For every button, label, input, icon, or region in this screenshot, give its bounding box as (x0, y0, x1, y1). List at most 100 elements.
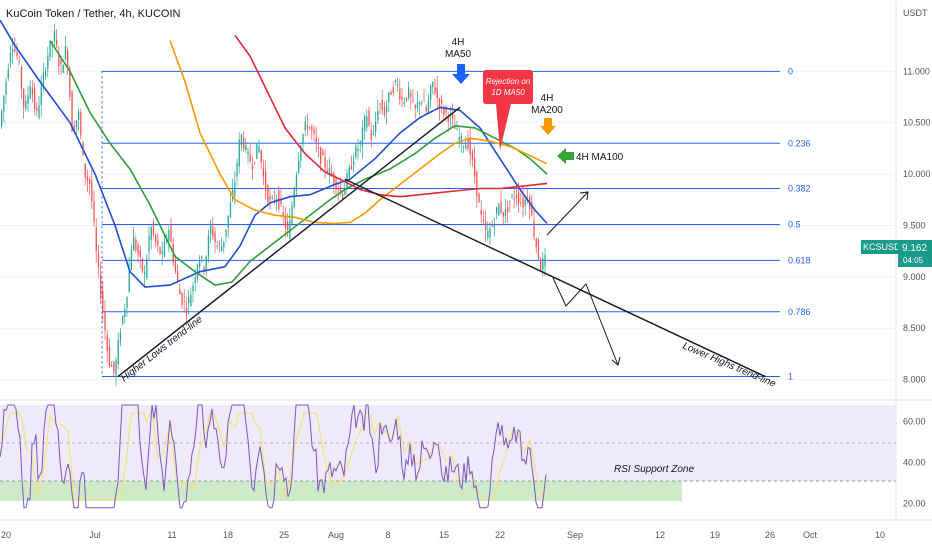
candle-body (36, 107, 38, 112)
candle-body (135, 239, 137, 251)
candle-body (289, 220, 291, 239)
candle-body (238, 139, 240, 167)
candle-body (122, 316, 124, 324)
time-tick-label: 22 (495, 530, 505, 540)
candle-body (306, 125, 309, 129)
rsi-support-label: RSI Support Zone (614, 464, 694, 475)
candle-body (111, 365, 113, 367)
candle-body (282, 212, 284, 216)
candle-body (436, 87, 438, 99)
candle-body (480, 209, 482, 215)
candle-body (313, 129, 315, 134)
candle-body (463, 146, 465, 148)
candle-body (124, 308, 126, 318)
fib-level-label: 1 (788, 372, 793, 382)
candle-body (322, 151, 324, 156)
candle-body (485, 221, 487, 231)
candle-body (183, 300, 185, 302)
candle-body (1, 110, 3, 127)
candle-body (478, 193, 480, 203)
candle-body (45, 71, 47, 76)
trendline (344, 178, 766, 378)
candle-body (181, 292, 183, 306)
ma-line-4h-ma200 (169, 40, 548, 225)
candle-body (392, 87, 394, 93)
candle-body (155, 235, 157, 243)
candle-body (126, 297, 128, 308)
candle-body (504, 208, 507, 216)
downside-projection-arrowhead (611, 356, 621, 366)
candle-body (518, 191, 520, 204)
candle-body (199, 261, 201, 267)
candle-body (80, 111, 82, 136)
candle-body (31, 88, 34, 95)
candle-body (108, 346, 111, 366)
candle-body (342, 193, 344, 199)
candle-body (271, 196, 273, 198)
time-tick-label: 20 (1, 530, 11, 540)
candle-body (408, 86, 410, 99)
candle-body (328, 168, 331, 174)
candle-body (346, 173, 348, 190)
candle-body (243, 137, 245, 150)
candle-body (93, 201, 95, 222)
projection-arrows (546, 191, 621, 366)
candle-body (443, 108, 445, 115)
time-tick-label: 10 (875, 530, 885, 540)
candle-body (489, 228, 491, 238)
time-tick-label: 8 (385, 530, 390, 540)
candle-body (137, 244, 139, 256)
candle-body (161, 250, 163, 254)
candle-body (91, 181, 93, 202)
rsi-tick-label: 20.00 (903, 499, 926, 509)
candle-body (502, 211, 504, 217)
candle-body (511, 195, 513, 197)
candle-body (309, 127, 311, 129)
candle-body (386, 106, 388, 113)
candle-body (350, 165, 353, 169)
candle-body (438, 98, 441, 110)
candle-body (18, 61, 20, 62)
candle-body (474, 157, 476, 177)
candle-body (540, 261, 542, 271)
time-axis[interactable]: 20 Jul 11 18 25 Aug 8 15 22 Sep 12 19 26 Oct 10 (0, 519, 932, 540)
candle-body (40, 85, 42, 105)
candle-body (397, 84, 399, 86)
candle-body (372, 133, 375, 135)
candle-body (531, 201, 533, 216)
candle-body (458, 136, 460, 141)
candle-body (419, 102, 421, 105)
candle-body (60, 59, 62, 65)
rejection-callout-pointer (496, 104, 511, 150)
candle-body (410, 92, 412, 98)
candle-body (139, 250, 141, 257)
candle-body (225, 229, 227, 237)
fib-level-label: 0.236 (788, 138, 811, 148)
candle-body (214, 232, 216, 243)
rsi-tick-label: 60.00 (903, 416, 926, 426)
candle-body (370, 130, 372, 140)
candle-body (177, 270, 179, 282)
candle-body (469, 137, 471, 155)
candle-body (333, 173, 335, 185)
candle-body (113, 361, 115, 373)
candle-body (141, 258, 144, 272)
candle-body (53, 30, 56, 42)
candle-body (71, 91, 73, 132)
candle-body (331, 172, 333, 176)
candle-body (128, 267, 130, 292)
symbol-tag: KCSUSDT (863, 242, 907, 252)
candle-body (359, 141, 361, 144)
candle-body (542, 258, 544, 271)
candle-body (20, 67, 23, 89)
trendlines[interactable] (117, 106, 766, 378)
candle-body (190, 294, 192, 307)
candle-body (456, 128, 458, 130)
rsi-support-zone (0, 481, 682, 501)
candle-body (25, 100, 27, 109)
fibonacci-retracement[interactable]: 0 0.236 0.382 0.5 0.618 0.786 1 (101, 66, 811, 382)
fib-level-label: 0.786 (788, 307, 811, 317)
candle-body (218, 242, 221, 244)
rsi-pane[interactable]: RSI Support Zone 60.00 40.00 20.00 (0, 399, 932, 509)
